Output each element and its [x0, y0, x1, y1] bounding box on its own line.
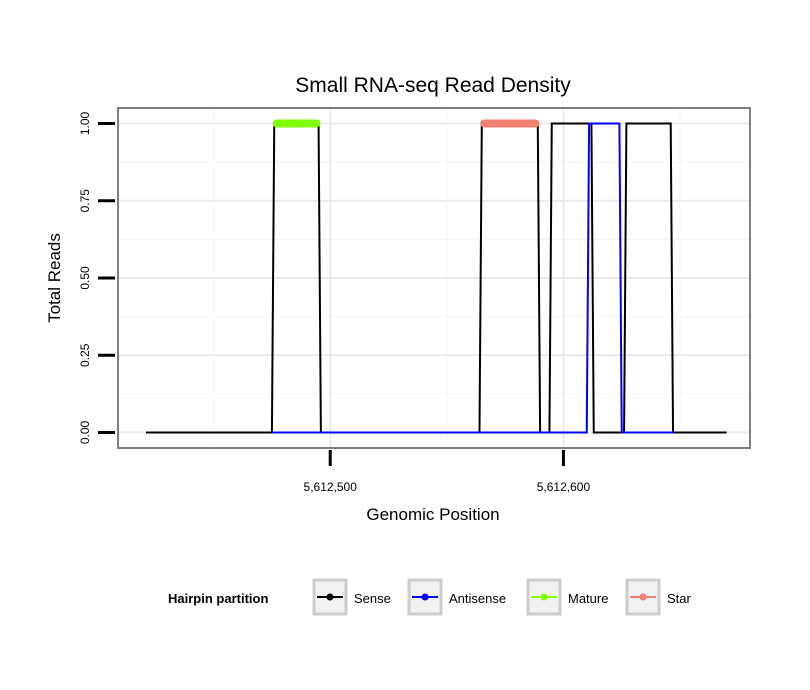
legend-label-antisense: Antisense: [449, 591, 506, 606]
legend-item-sense: Sense: [312, 578, 391, 616]
chart-title: Small RNA-seq Read Density: [295, 74, 571, 97]
x-tick-label: 5,612,600: [537, 480, 591, 494]
legend-swatch-dot: [540, 593, 548, 601]
legend: Hairpin partition Sense Antisense Mature St…: [168, 578, 692, 616]
y-tick-label: 0.25: [78, 343, 92, 367]
legend-key-mature: [526, 578, 562, 616]
series-lines: [145, 119, 727, 434]
grid: [118, 108, 750, 448]
legend-label-sense: Sense: [354, 591, 391, 606]
legend-item-star: Star: [625, 578, 692, 616]
y-axis-title: Total Reads: [45, 233, 64, 323]
plot-area: [117, 107, 751, 449]
legend-item-antisense: Antisense: [407, 578, 506, 616]
legend-swatch-dot: [421, 593, 429, 601]
series-line-antisense: [271, 122, 674, 434]
legend-swatch-dot: [639, 593, 647, 601]
legend-item-mature: Mature: [526, 578, 608, 616]
x-tick-label: 5,612,500: [304, 480, 358, 494]
plot-border: [117, 107, 751, 449]
x-axis: 5,612,500 5,612,600: [304, 450, 591, 494]
y-tick-label: 1.00: [78, 111, 92, 135]
legend-label-star: Star: [667, 591, 692, 606]
legend-title: Hairpin partition: [168, 591, 268, 606]
y-axis: 0.00 0.25 0.50 0.75 1.00: [78, 111, 115, 444]
y-tick-label: 0.50: [78, 266, 92, 290]
y-tick-label: 0.75: [78, 189, 92, 213]
y-tick-label: 0.00: [78, 420, 92, 444]
legend-label-mature: Mature: [568, 591, 608, 606]
legend-swatch-dot: [326, 593, 334, 601]
x-axis-title: Genomic Position: [366, 505, 499, 524]
